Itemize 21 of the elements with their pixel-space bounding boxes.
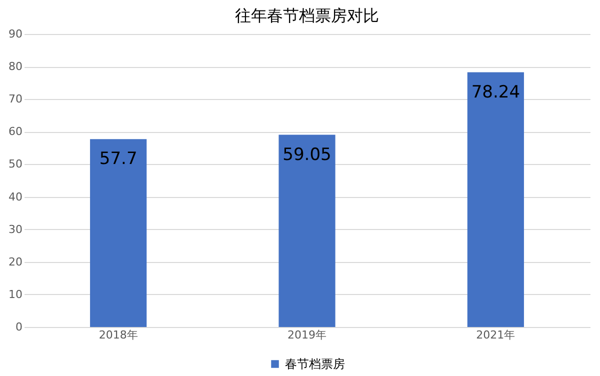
y-tick-label: 40 — [8, 190, 22, 204]
x-tick-label: 2018年 — [98, 328, 138, 342]
data-label: 59.05 — [282, 144, 332, 165]
y-tick-label: 10 — [8, 288, 22, 301]
y-tick-label: 0 — [16, 320, 22, 334]
bar — [278, 134, 336, 327]
y-tick-label: 60 — [8, 125, 22, 138]
y-tick-label: 20 — [8, 255, 22, 268]
bar — [467, 72, 524, 327]
y-tick-label: 70 — [8, 92, 22, 106]
y-tick-label: 30 — [8, 222, 22, 236]
x-tick-label: 2019年 — [288, 328, 326, 342]
y-tick-label: 80 — [8, 60, 22, 74]
y-tick-label: 90 — [8, 28, 22, 40]
chart-title: 往年春节档票房对比 — [235, 6, 379, 25]
bar — [90, 139, 147, 327]
x-tick-label: 2021年 — [476, 328, 516, 342]
data-label: 78.24 — [471, 82, 520, 102]
data-label: 57.7 — [99, 149, 138, 170]
legend-label: 春节档票房 — [285, 357, 345, 371]
y-tick-label: 50 — [8, 158, 22, 171]
